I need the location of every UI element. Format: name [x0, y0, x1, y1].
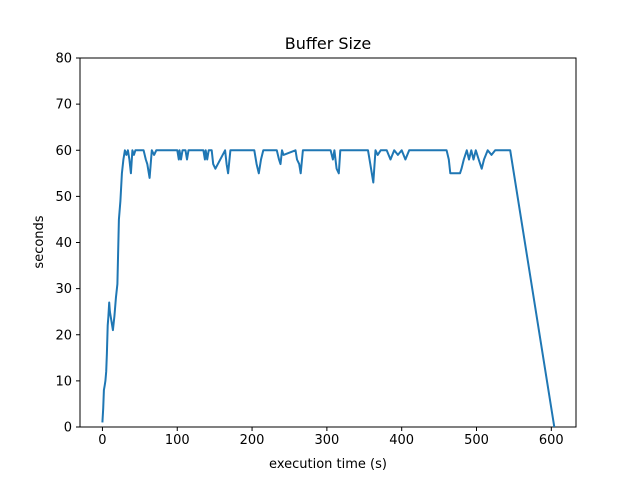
series-line-0	[101, 149, 556, 428]
y-tick-label: 70	[55, 98, 72, 113]
y-tick-label: 20	[55, 328, 72, 343]
x-tick-label: 500	[464, 433, 489, 448]
x-tick-label: 400	[389, 433, 414, 448]
series-layer	[101, 149, 556, 428]
x-axis: 0 100 200 300 400 500 600	[98, 427, 564, 448]
y-tick-label: 0	[64, 421, 72, 436]
y-tick-label: 50	[55, 190, 72, 205]
y-axis: 0 10 20 30 40 50 60 70 80	[55, 52, 80, 436]
y-tick-label: 30	[55, 282, 72, 297]
x-tick-label: 600	[539, 433, 564, 448]
y-tick-label: 10	[55, 374, 72, 389]
chart-title: Buffer Size	[285, 34, 372, 53]
y-tick-label: 60	[55, 144, 72, 159]
y-tick-label: 80	[55, 52, 72, 67]
y-axis-label: seconds	[32, 215, 47, 268]
x-axis-label: execution time (s)	[269, 457, 387, 472]
x-tick-label: 200	[240, 433, 265, 448]
x-tick-label: 0	[98, 433, 106, 448]
y-tick-label: 40	[55, 236, 72, 251]
x-tick-label: 100	[165, 433, 190, 448]
x-tick-label: 300	[314, 433, 339, 448]
